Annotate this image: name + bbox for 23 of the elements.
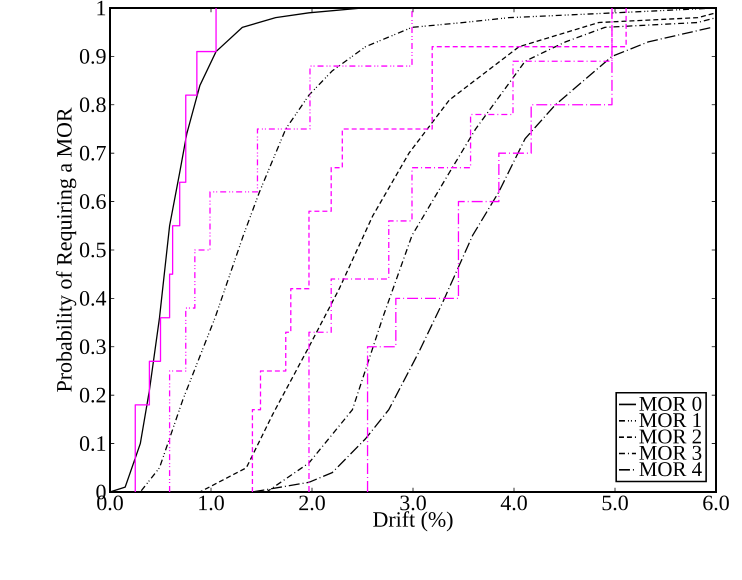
x-tick-label: 2.0 — [299, 496, 325, 510]
x-axis-title: Drift (%) — [373, 511, 453, 532]
x-tick-label: 5.0 — [602, 496, 628, 510]
y-tick-label: 0.7 — [80, 146, 106, 161]
x-tick-label: 1.0 — [199, 496, 224, 510]
y-tick-label: 0.9 — [80, 48, 106, 64]
y-tick-label: 0.3 — [80, 339, 106, 354]
y-tick-label: 1 — [97, 0, 106, 16]
x-tick-label: 3.0 — [400, 496, 426, 510]
x-tick-label: 4.0 — [500, 496, 527, 510]
legend-label: MOR 4 — [639, 462, 702, 476]
legend-label: MOR 1 — [639, 413, 701, 428]
legend-label: MOR 3 — [639, 446, 702, 460]
y-tick-label: 0.4 — [80, 290, 106, 306]
y-tick-label: 0.6 — [80, 194, 106, 210]
y-tick-label: 0.2 — [80, 388, 106, 403]
legend-label: MOR 2 — [639, 429, 701, 444]
y-tick-label: 0.5 — [80, 242, 106, 258]
legend-label: MOR 0 — [639, 396, 702, 411]
y-axis-title: Probability of Requiring a MOR — [56, 108, 76, 392]
y-tick-label: 0.1 — [80, 436, 106, 452]
y-tick-label: 0.8 — [80, 97, 106, 112]
x-tick-label: 6.0 — [703, 496, 729, 510]
